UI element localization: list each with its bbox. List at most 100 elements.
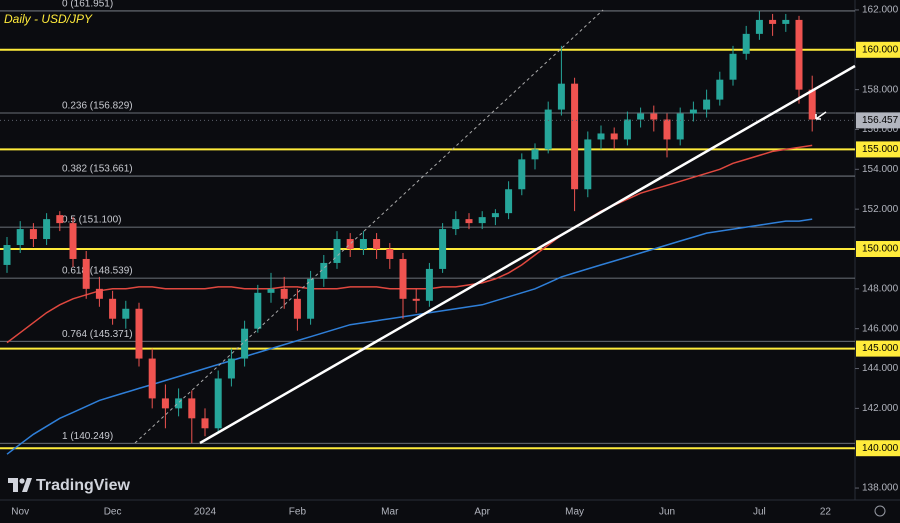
moving-average (6, 218, 813, 455)
y-tick-label: 162.000 (862, 5, 899, 16)
last-price-tag (856, 112, 900, 129)
y-tick-label: 154.000 (862, 164, 899, 175)
fib-label: 0.5 (151.100) (62, 215, 122, 226)
settings-icon[interactable] (874, 505, 886, 517)
y-tick-label: 156.000 (862, 124, 899, 135)
candle-body (241, 328, 249, 359)
x-tick-label: Feb (289, 507, 307, 518)
candle-body (95, 288, 103, 299)
x-tick-label: Jun (659, 507, 675, 518)
candle-body (505, 189, 513, 214)
candle-body (56, 215, 64, 224)
candle-body (755, 19, 763, 34)
logo: TradingView (8, 477, 131, 494)
candle-body (412, 298, 420, 301)
x-tick-label: Nov (11, 507, 29, 518)
trend-extension (134, 9, 604, 444)
candle-body (650, 113, 658, 120)
y-tick-label: 138.000 (862, 483, 899, 494)
candle-body (491, 213, 499, 218)
fib-label: 0.618 (148.539) (62, 266, 133, 277)
fib-label: 0.764 (145.371) (62, 329, 133, 340)
candle-body (518, 159, 526, 190)
candle-body (795, 19, 803, 90)
logo-icon (8, 478, 32, 492)
y-tick-label: 144.000 (862, 363, 899, 374)
candle-body (425, 268, 433, 301)
level-label: 160.000 (862, 44, 899, 55)
candle-body (161, 398, 169, 409)
candle-body (439, 229, 447, 269)
x-tick-label: 22 (820, 507, 832, 518)
level-label: 140.000 (862, 443, 899, 454)
candle-body (122, 308, 130, 319)
candle-body (307, 278, 315, 319)
logo-icon (19, 478, 25, 484)
level-tag (856, 440, 900, 457)
candle-body (703, 99, 711, 110)
candle-body (373, 239, 381, 250)
chart-title: Daily - USD/JPY (4, 12, 93, 26)
fib-label: 0.236 (156.829) (62, 101, 133, 112)
candle-body (571, 83, 579, 190)
candle-body (452, 219, 460, 230)
candle-body (201, 418, 209, 429)
candle-body (399, 258, 407, 299)
candle-body (610, 133, 618, 140)
candle-body (3, 245, 11, 265)
candle-body (346, 239, 354, 250)
level-tag (856, 241, 900, 258)
x-tick-label: 2024 (194, 507, 217, 518)
candle-body (742, 33, 750, 54)
candle-body (69, 223, 77, 259)
candle-body (676, 113, 684, 140)
candle-body (386, 249, 394, 259)
x-tick-label: Jul (753, 507, 766, 518)
moving-average (6, 144, 813, 344)
candle-body (637, 113, 645, 120)
candle-body (716, 79, 724, 100)
candle-body (16, 229, 24, 246)
x-tick-label: May (565, 507, 584, 518)
level-label: 155.000 (862, 144, 899, 155)
candle-body (109, 298, 117, 319)
candle-body (623, 119, 631, 140)
x-tick-label: Dec (104, 507, 122, 518)
arrow-annotation (815, 111, 827, 120)
candle-body (597, 133, 605, 140)
candle-body (175, 398, 183, 409)
fib-label: 0.382 (153.661) (62, 164, 133, 175)
candle-body (663, 119, 671, 140)
y-tick-label: 158.000 (862, 84, 899, 95)
level-label: 150.000 (862, 244, 899, 255)
y-tick-label: 152.000 (862, 204, 899, 215)
candle-body (254, 292, 262, 329)
candle-body (531, 149, 539, 160)
y-tick-label: 142.000 (862, 403, 899, 414)
candle-body (359, 239, 367, 250)
candle-body (782, 19, 790, 24)
y-tick-label: 146.000 (862, 323, 899, 334)
last-price-label: 156.457 (862, 115, 899, 126)
candle-body (478, 217, 486, 224)
x-tick-label: Mar (381, 507, 399, 518)
fib-label: 1 (140.249) (62, 431, 113, 442)
candle-body (808, 89, 816, 120)
candle-body (689, 109, 697, 114)
candle-body (29, 229, 37, 240)
level-tag (856, 141, 900, 158)
x-tick-label: Apr (474, 507, 490, 518)
level-tag (856, 41, 900, 58)
candle-body (729, 53, 737, 80)
watermark: TradingView (36, 477, 131, 494)
candle-body (333, 239, 341, 263)
candle-body (320, 262, 328, 279)
candle-body (148, 358, 156, 399)
fib-label: 0 (161.951) (62, 0, 113, 10)
candle-body (188, 398, 196, 419)
candle-body (557, 83, 565, 110)
